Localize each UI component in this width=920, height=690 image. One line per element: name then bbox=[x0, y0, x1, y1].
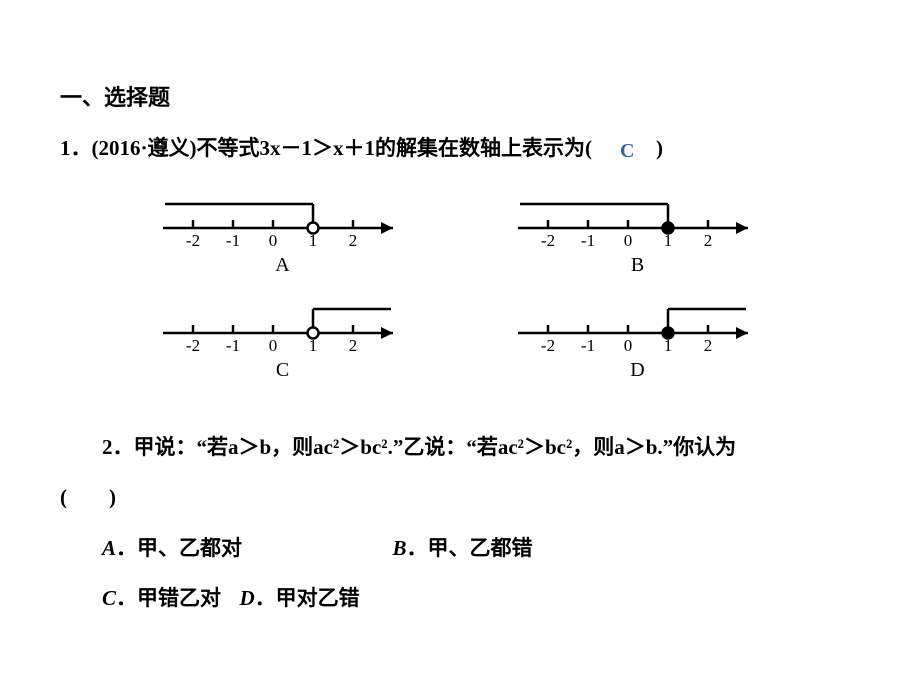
option-c: -2 -1 0 1 2 C bbox=[145, 295, 420, 382]
q1-text: 1．(2016·遵义)不等式3x－1＞x＋1的解集在数轴上表示为( bbox=[60, 136, 592, 160]
svg-text:0: 0 bbox=[268, 336, 277, 355]
svg-text:-1: -1 bbox=[225, 336, 239, 355]
option-b: -2 -1 0 1 2 B bbox=[500, 190, 775, 277]
svg-text:-2: -2 bbox=[540, 336, 554, 355]
svg-text:2: 2 bbox=[348, 336, 357, 355]
number-line-options: -2 -1 0 1 2 A -2 -1 0 1 2 B bbox=[145, 190, 775, 382]
svg-text:0: 0 bbox=[623, 336, 632, 355]
svg-text:0: 0 bbox=[623, 231, 632, 250]
option-label: D bbox=[630, 359, 644, 382]
question-2: 2．甲说：“若a＞b，则ac²＞bc².”乙说：“若ac²＞bc²，则a＞b.”… bbox=[60, 422, 860, 624]
svg-text:0: 0 bbox=[268, 231, 277, 250]
svg-text:-2: -2 bbox=[185, 336, 199, 355]
q2-paren: ( ) bbox=[60, 472, 860, 522]
q1-answer: C bbox=[620, 140, 634, 162]
opt-c-text: ．甲错乙对 bbox=[116, 586, 221, 610]
svg-text:-1: -1 bbox=[580, 231, 594, 250]
svg-text:-2: -2 bbox=[185, 231, 199, 250]
svg-text:2: 2 bbox=[348, 231, 357, 250]
opt-b-text: ．甲、乙都错 bbox=[407, 536, 533, 560]
svg-text:-2: -2 bbox=[540, 231, 554, 250]
section-heading: 一、选择题 bbox=[60, 80, 860, 112]
question-1: 1．(2016·遵义)不等式3x－1＞x＋1的解集在数轴上表示为( C) bbox=[60, 132, 860, 162]
svg-text:1: 1 bbox=[308, 231, 317, 250]
svg-text:2: 2 bbox=[703, 336, 712, 355]
option-label: A bbox=[275, 254, 289, 277]
opt-d-text: ．甲对乙错 bbox=[255, 586, 360, 610]
q2-options-row2: C．甲错乙对 D．甲对乙错 bbox=[60, 573, 860, 623]
number-line-d: -2 -1 0 1 2 bbox=[508, 295, 768, 357]
opt-a-text: ．甲、乙都对 bbox=[116, 536, 242, 560]
svg-text:-1: -1 bbox=[225, 231, 239, 250]
q2-options-row1: A．甲、乙都对 B．甲、乙都错 bbox=[60, 523, 860, 573]
q1-post: ) bbox=[656, 136, 663, 160]
opt-b-letter: B bbox=[393, 536, 407, 560]
q2-line1: 2．甲说：“若a＞b，则ac²＞bc².”乙说：“若ac²＞bc²，则a＞b.”… bbox=[60, 422, 860, 472]
svg-text:-1: -1 bbox=[580, 336, 594, 355]
number-line-c: -2 -1 0 1 2 bbox=[153, 295, 413, 357]
opt-d-letter: D bbox=[240, 586, 255, 610]
svg-text:1: 1 bbox=[663, 231, 672, 250]
option-label: C bbox=[276, 359, 289, 382]
option-d: -2 -1 0 1 2 D bbox=[500, 295, 775, 382]
opt-a-letter: A bbox=[102, 536, 116, 560]
option-label: B bbox=[631, 254, 644, 277]
svg-text:2: 2 bbox=[703, 231, 712, 250]
opt-c-letter: C bbox=[102, 586, 116, 610]
svg-text:1: 1 bbox=[308, 336, 317, 355]
option-a: -2 -1 0 1 2 A bbox=[145, 190, 420, 277]
number-line-b: -2 -1 0 1 2 bbox=[508, 190, 768, 252]
number-line-a: -2 -1 0 1 2 bbox=[153, 190, 413, 252]
svg-text:1: 1 bbox=[663, 336, 672, 355]
